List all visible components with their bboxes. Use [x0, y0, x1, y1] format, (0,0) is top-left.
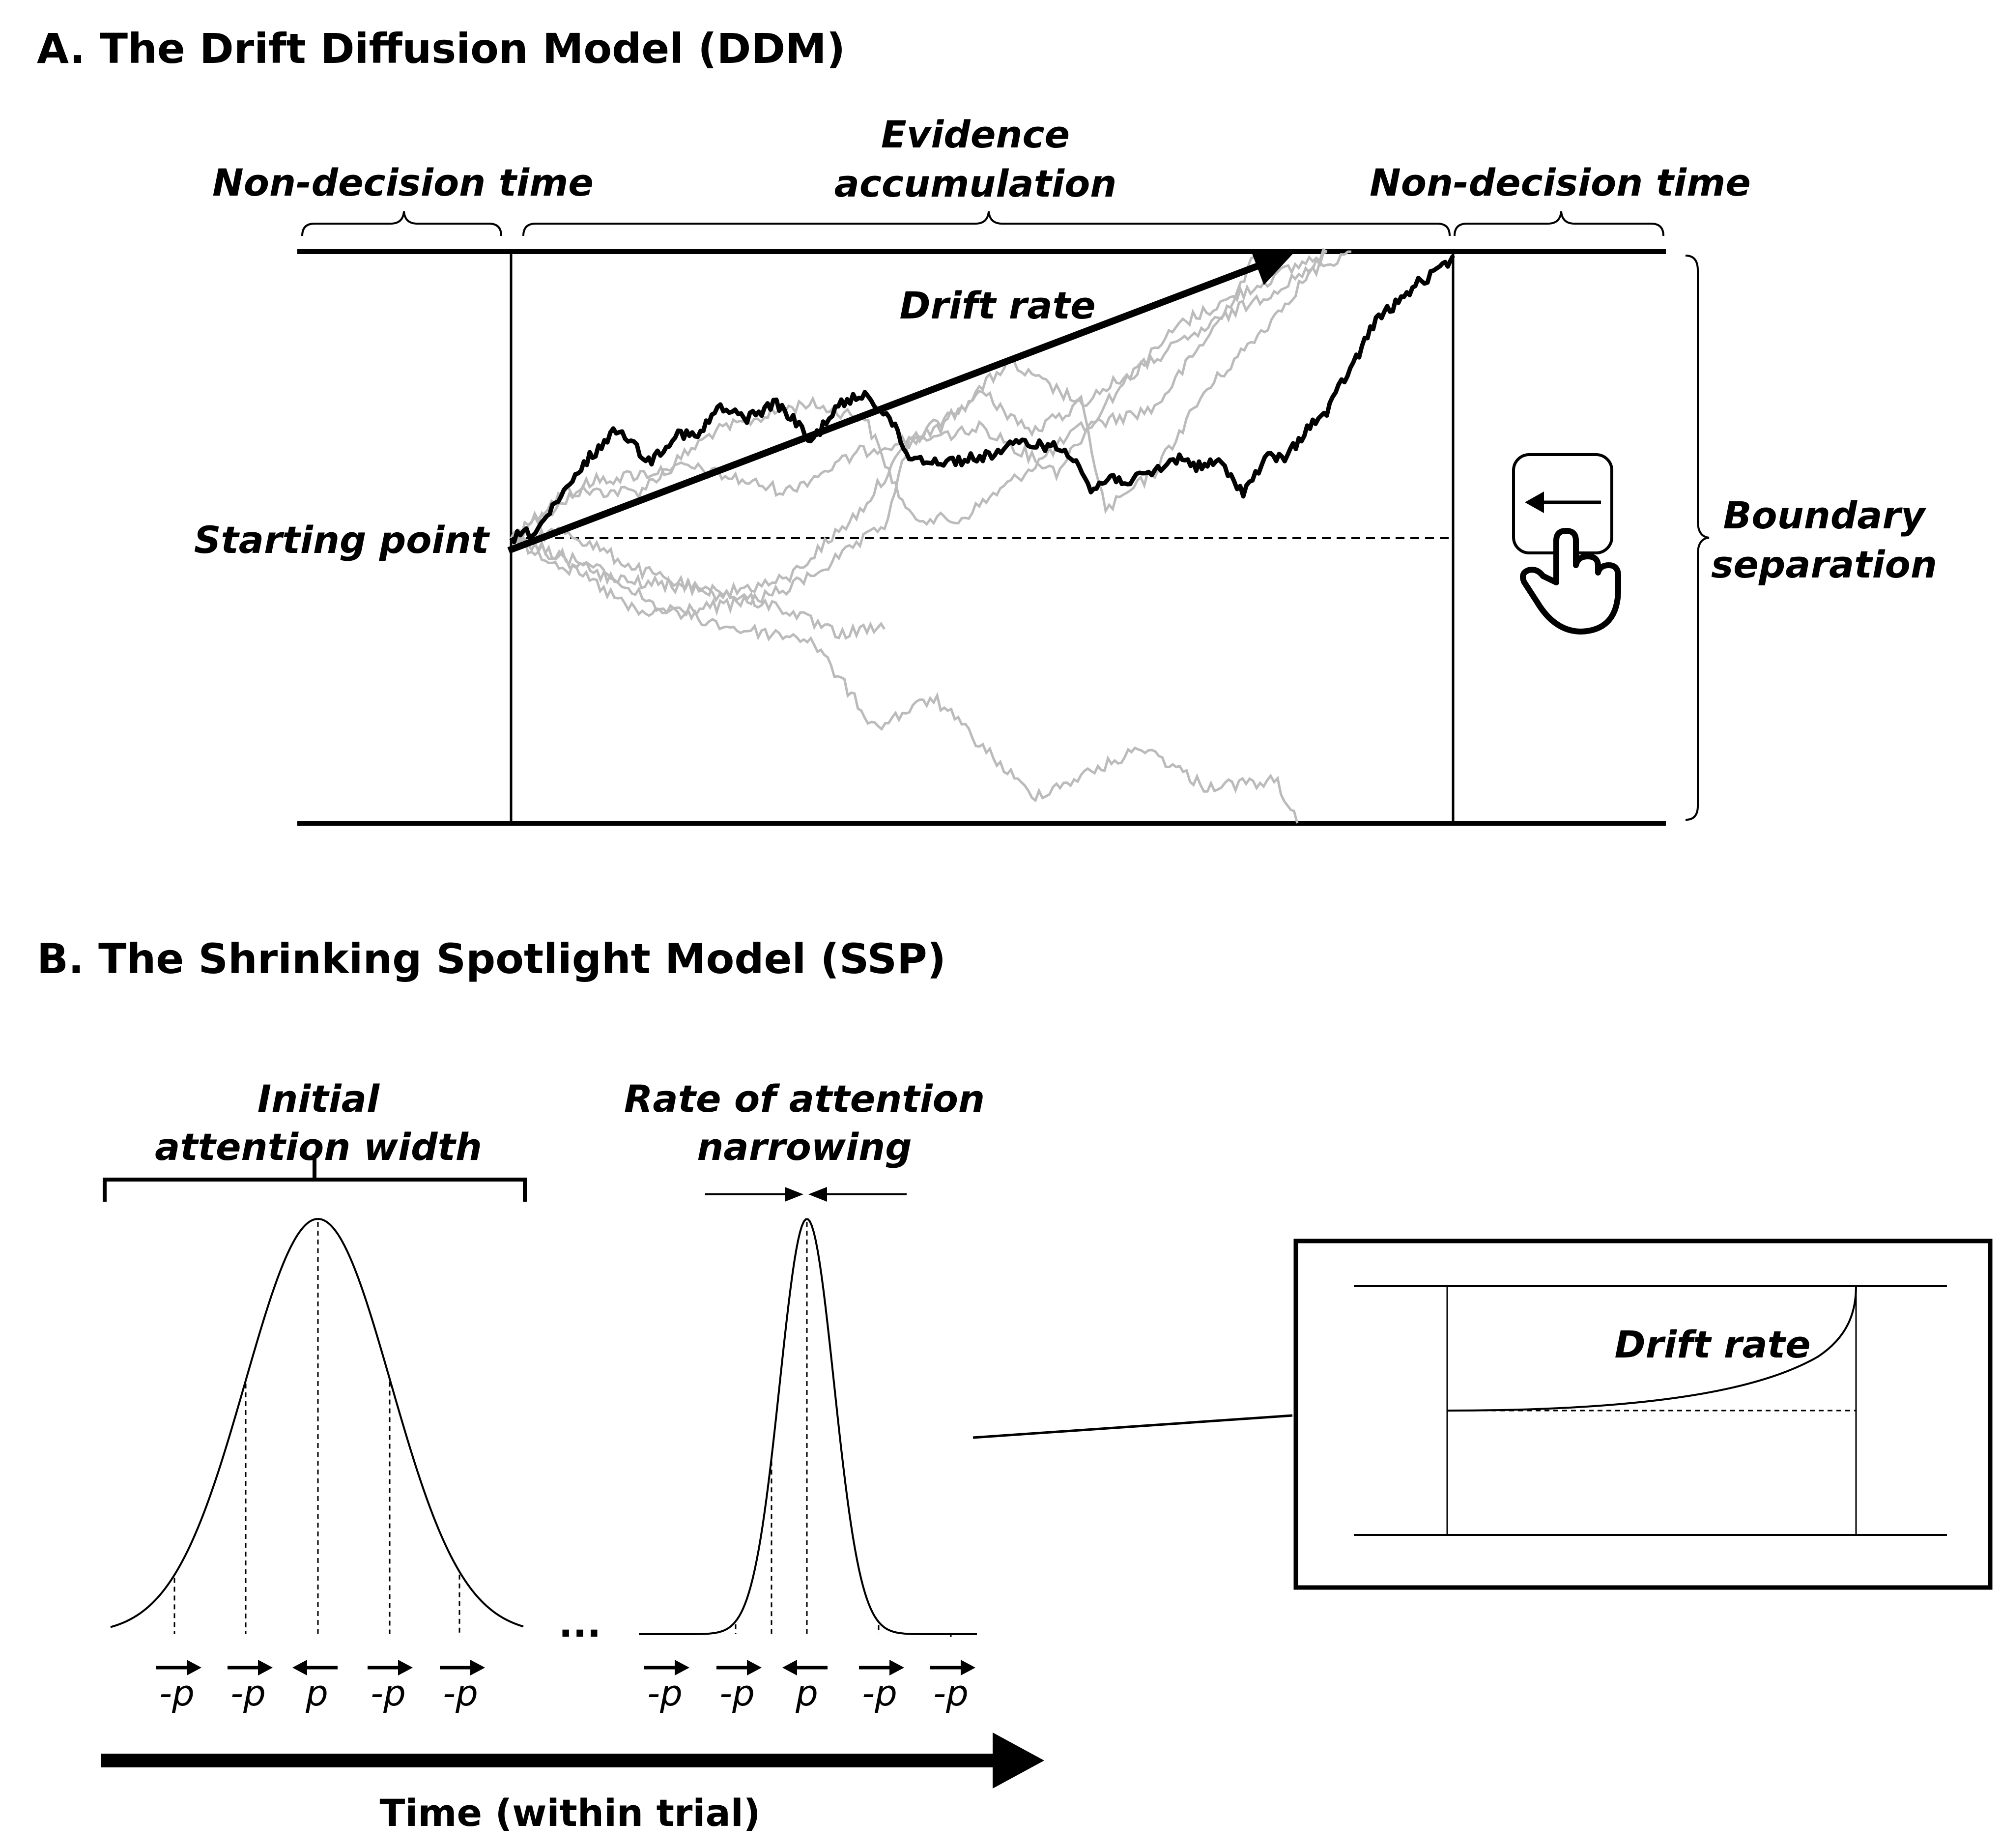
spotlight-curves — [110, 1218, 977, 1637]
leftward-arrowhead — [782, 1660, 797, 1675]
rightward-arrowhead — [675, 1660, 689, 1675]
starting-point-label: Starting point — [194, 518, 490, 562]
sample-diffusion-path — [510, 250, 1352, 617]
rightward-arrowhead — [398, 1660, 413, 1675]
rightward-arrowhead — [470, 1660, 485, 1675]
brace-non-decision-left — [301, 211, 502, 236]
non-decision-time-right-label: Non-decision time — [1370, 161, 1751, 204]
time-axis-label: Time (within trial) — [379, 1791, 760, 1835]
rightward-arrowhead — [961, 1660, 975, 1675]
brace-non-decision-right — [1454, 211, 1664, 236]
narrowing-rate-label-line2: narrowing — [697, 1125, 912, 1169]
initial-width-bracket — [103, 1154, 527, 1202]
perceptual-input-label: p — [795, 1673, 818, 1714]
evidence-label-line1: Evidence — [881, 113, 1070, 156]
panel-b: B. The Shrinking Spotlight Model (SSP) I… — [37, 935, 1993, 1835]
sample-diffusion-path — [510, 250, 1327, 541]
perceptual-input-label: -p — [443, 1673, 478, 1714]
panel-a-title: A. The Drift Diffusion Model (DDM) — [37, 25, 845, 73]
drift-rate-label: Drift rate — [899, 284, 1095, 327]
rightward-arrowhead — [889, 1660, 904, 1675]
perceptual-input-label: -p — [862, 1673, 897, 1714]
drift-rate-arrow — [507, 262, 1259, 554]
keyboard-left-arrow-key-press-icon — [1512, 453, 1621, 635]
inset-frame — [1293, 1239, 1993, 1590]
narrowing-rate-label-line1: Rate of attention — [624, 1077, 985, 1121]
perceptual-input-arrows — [156, 1660, 975, 1675]
perceptual-input-labels: -p -p p -p -p -p -p p -p -p — [159, 1673, 969, 1714]
leftward-arrowhead — [292, 1660, 307, 1675]
drift-rate-inset: Drift rate — [1293, 1239, 1993, 1590]
inset-drift-curve — [1447, 1286, 1857, 1412]
initial-width-label-line2: attention width — [155, 1125, 482, 1169]
perceptual-input-label: -p — [647, 1673, 683, 1714]
sample-diffusion-paths — [510, 248, 1352, 824]
narrow-spotlight-curve — [639, 1218, 977, 1635]
sample-diffusion-path — [510, 537, 1299, 824]
inset-connector-line — [972, 1414, 1293, 1439]
inset-drift-rate-label: Drift rate — [1614, 1323, 1810, 1366]
perceptual-input-label: -p — [719, 1673, 755, 1714]
narrowing-arrows — [705, 1187, 907, 1202]
wide-spotlight-curve — [110, 1218, 524, 1628]
perceptual-input-label: -p — [371, 1673, 406, 1714]
boundary-separation-brace — [1685, 255, 1710, 821]
rightward-arrowhead — [258, 1660, 273, 1675]
perceptual-input-label: -p — [230, 1673, 266, 1714]
perceptual-input-label: -p — [159, 1673, 195, 1714]
initial-width-label-line1: Initial — [257, 1077, 380, 1121]
brace-evidence-accumulation — [522, 211, 1451, 236]
boundary-label-line2: separation — [1711, 543, 1937, 586]
sample-diffusion-path — [511, 251, 1259, 540]
highlighted-diffusion-path — [509, 254, 1455, 545]
sample-diffusion-path — [510, 532, 886, 640]
boundary-label-line1: Boundary — [1723, 493, 1927, 537]
perceptual-input-label: -p — [933, 1673, 969, 1714]
evidence-label-line2: accumulation — [834, 162, 1117, 205]
non-decision-time-left-label: Non-decision time — [212, 161, 594, 204]
ellipsis: ... — [559, 1602, 601, 1646]
panel-b-title: B. The Shrinking Spotlight Model (SSP) — [37, 935, 946, 983]
perceptual-input-label: p — [305, 1673, 328, 1714]
drift-rate-arrowhead — [1251, 250, 1295, 285]
panel-a: A. The Drift Diffusion Model (DDM) Non-d… — [37, 25, 1937, 826]
time-axis-arrowhead — [993, 1732, 1044, 1789]
rightward-arrowhead — [747, 1660, 762, 1675]
rightward-arrowhead — [187, 1660, 201, 1675]
